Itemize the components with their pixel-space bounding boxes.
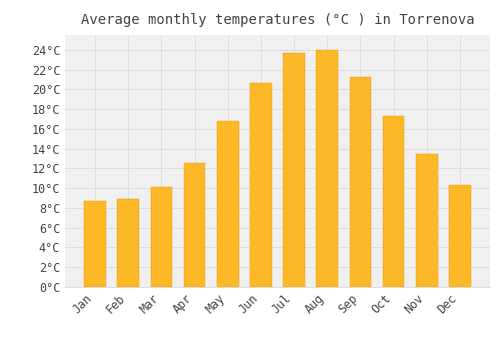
Bar <box>350 77 371 287</box>
Bar <box>383 116 404 287</box>
Bar <box>150 187 172 287</box>
Bar <box>449 185 470 287</box>
Bar <box>284 53 305 287</box>
Title: Average monthly temperatures (°C ) in Torrenova: Average monthly temperatures (°C ) in To… <box>80 13 474 27</box>
Bar <box>118 199 139 287</box>
Bar <box>184 163 206 287</box>
Bar <box>84 201 106 287</box>
Bar <box>250 83 272 287</box>
Bar <box>316 50 338 287</box>
Bar <box>217 121 238 287</box>
Bar <box>416 154 438 287</box>
